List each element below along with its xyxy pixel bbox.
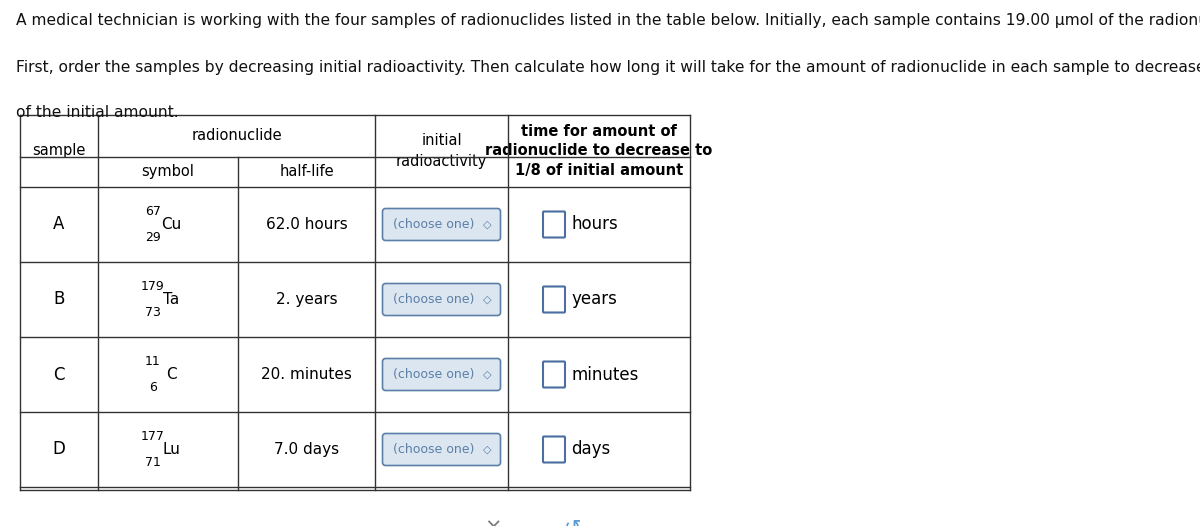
FancyBboxPatch shape bbox=[383, 359, 500, 390]
Text: ◇: ◇ bbox=[484, 295, 492, 305]
Text: Ta: Ta bbox=[163, 292, 179, 307]
Text: 11: 11 bbox=[145, 355, 161, 368]
Text: 2. years: 2. years bbox=[276, 292, 337, 307]
Text: ×: × bbox=[484, 518, 502, 526]
FancyBboxPatch shape bbox=[544, 361, 565, 388]
Text: D: D bbox=[53, 440, 66, 459]
Text: symbol: symbol bbox=[142, 165, 194, 179]
Text: hours: hours bbox=[571, 216, 618, 234]
Text: time for amount of
radionuclide to decrease to
1/8 of initial amount: time for amount of radionuclide to decre… bbox=[485, 124, 713, 178]
Text: sample: sample bbox=[32, 144, 85, 158]
Text: 177: 177 bbox=[142, 430, 164, 443]
FancyBboxPatch shape bbox=[544, 287, 565, 312]
Text: 62.0 hours: 62.0 hours bbox=[265, 217, 347, 232]
Text: 7.0 days: 7.0 days bbox=[274, 442, 340, 457]
Text: A: A bbox=[53, 216, 65, 234]
Text: 6: 6 bbox=[149, 381, 157, 394]
Text: half-life: half-life bbox=[280, 165, 334, 179]
Text: (choose one): (choose one) bbox=[392, 443, 474, 456]
Text: 20. minutes: 20. minutes bbox=[262, 367, 352, 382]
Text: ◇: ◇ bbox=[484, 369, 492, 379]
Text: C: C bbox=[166, 367, 176, 382]
Text: ↺: ↺ bbox=[564, 518, 581, 526]
FancyBboxPatch shape bbox=[383, 433, 500, 466]
Text: Lu: Lu bbox=[162, 442, 180, 457]
Text: Cu: Cu bbox=[161, 217, 181, 232]
FancyBboxPatch shape bbox=[544, 437, 565, 462]
Text: 67: 67 bbox=[145, 205, 161, 218]
FancyBboxPatch shape bbox=[383, 208, 500, 240]
FancyBboxPatch shape bbox=[383, 284, 500, 316]
Text: minutes: minutes bbox=[571, 366, 638, 383]
Text: ◇: ◇ bbox=[484, 444, 492, 454]
Text: ◇: ◇ bbox=[484, 219, 492, 229]
FancyBboxPatch shape bbox=[380, 495, 685, 526]
Text: A medical technician is working with the four samples of radionuclides listed in: A medical technician is working with the… bbox=[16, 13, 1200, 28]
Text: days: days bbox=[571, 440, 611, 459]
Text: 73: 73 bbox=[145, 306, 161, 319]
FancyBboxPatch shape bbox=[544, 211, 565, 238]
Text: C: C bbox=[53, 366, 65, 383]
Text: (choose one): (choose one) bbox=[392, 293, 474, 306]
Text: (choose one): (choose one) bbox=[392, 218, 474, 231]
Text: B: B bbox=[53, 290, 65, 309]
Text: (choose one): (choose one) bbox=[392, 368, 474, 381]
Text: radionuclide: radionuclide bbox=[191, 128, 282, 144]
Text: years: years bbox=[571, 290, 617, 309]
Text: initial
radioactivity: initial radioactivity bbox=[396, 133, 487, 169]
Text: 29: 29 bbox=[145, 231, 161, 244]
Text: 179: 179 bbox=[142, 280, 164, 293]
Text: First, order the samples by decreasing initial radioactivity. Then calculate how: First, order the samples by decreasing i… bbox=[16, 60, 1200, 76]
Text: of the initial amount.: of the initial amount. bbox=[16, 105, 179, 120]
Text: 71: 71 bbox=[145, 456, 161, 469]
